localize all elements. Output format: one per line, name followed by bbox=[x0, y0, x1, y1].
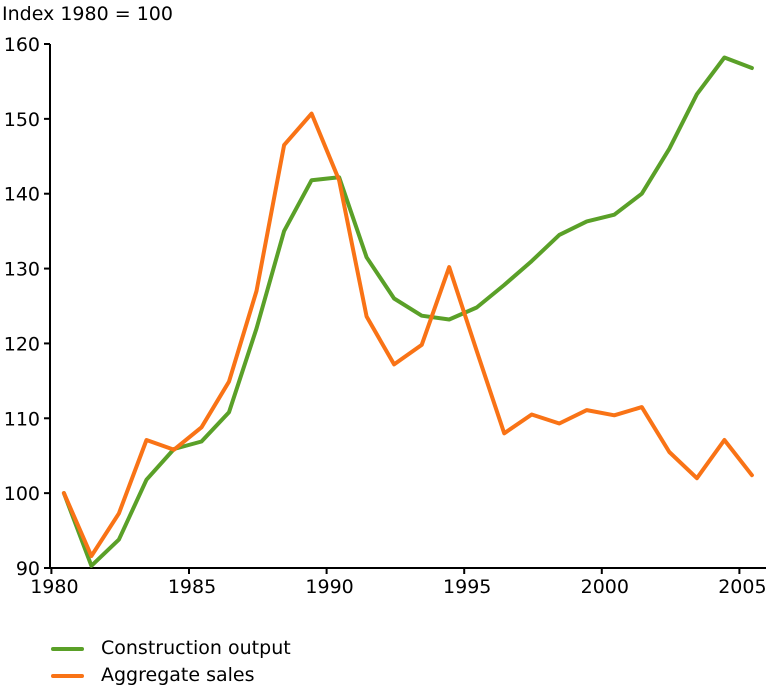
legend: Construction output Aggregate sales bbox=[51, 635, 291, 689]
legend-item-construction-output: Construction output bbox=[51, 635, 291, 662]
y-tick-label: 120 bbox=[4, 333, 40, 355]
y-tick-label: 130 bbox=[4, 259, 40, 281]
y-tick-label: 160 bbox=[4, 34, 40, 56]
construction-output-line-swatch bbox=[51, 646, 84, 651]
x-tick-label: 1980 bbox=[30, 576, 78, 598]
aggregate-sales-line-swatch bbox=[51, 673, 84, 678]
plot-area: 90 100 110 120 130 140 150 160 1980 1985 1990 1995 2… bbox=[4, 34, 767, 598]
x-tick-label: 1995 bbox=[443, 576, 491, 598]
legend-item-aggregate-sales: Aggregate sales bbox=[51, 662, 291, 689]
x-tick-label: 1990 bbox=[305, 576, 353, 598]
y-tick-label: 100 bbox=[4, 483, 40, 505]
construction-output-legend-label: Construction output bbox=[101, 637, 291, 659]
chart-title: Index 1980 = 100 bbox=[2, 3, 173, 25]
y-tick-label: 90 bbox=[16, 558, 40, 580]
y-tick-label: 140 bbox=[4, 184, 40, 206]
x-tick-label: 1985 bbox=[168, 576, 216, 598]
construction-output-line bbox=[61, 55, 754, 568]
aggregate-sales-line bbox=[61, 111, 754, 558]
aggregate-sales-legend-label: Aggregate sales bbox=[101, 664, 255, 686]
y-tick-label: 110 bbox=[4, 408, 40, 430]
x-tick-label: 2000 bbox=[581, 576, 629, 598]
x-tick-label: 2005 bbox=[718, 576, 766, 598]
y-tick-label: 150 bbox=[4, 109, 40, 131]
